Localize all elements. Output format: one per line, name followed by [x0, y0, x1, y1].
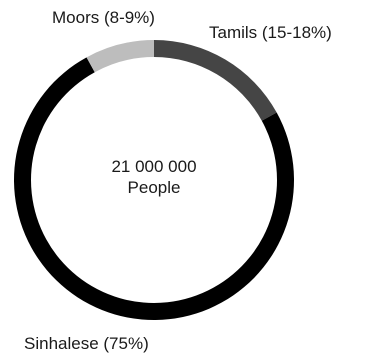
- center-total-value: 21 000 000: [111, 157, 196, 176]
- donut-slice-0: [154, 40, 277, 121]
- center-total-unit: People: [128, 178, 181, 197]
- donut-slice-2: [86, 40, 154, 73]
- donut-slices: [13, 40, 294, 320]
- slice-label-sinhalese: Sinhalese (75%): [24, 334, 149, 353]
- slice-label-moors: Moors (8-9%): [52, 8, 155, 27]
- slice-label-tamils: Tamils (15-18%): [209, 23, 332, 42]
